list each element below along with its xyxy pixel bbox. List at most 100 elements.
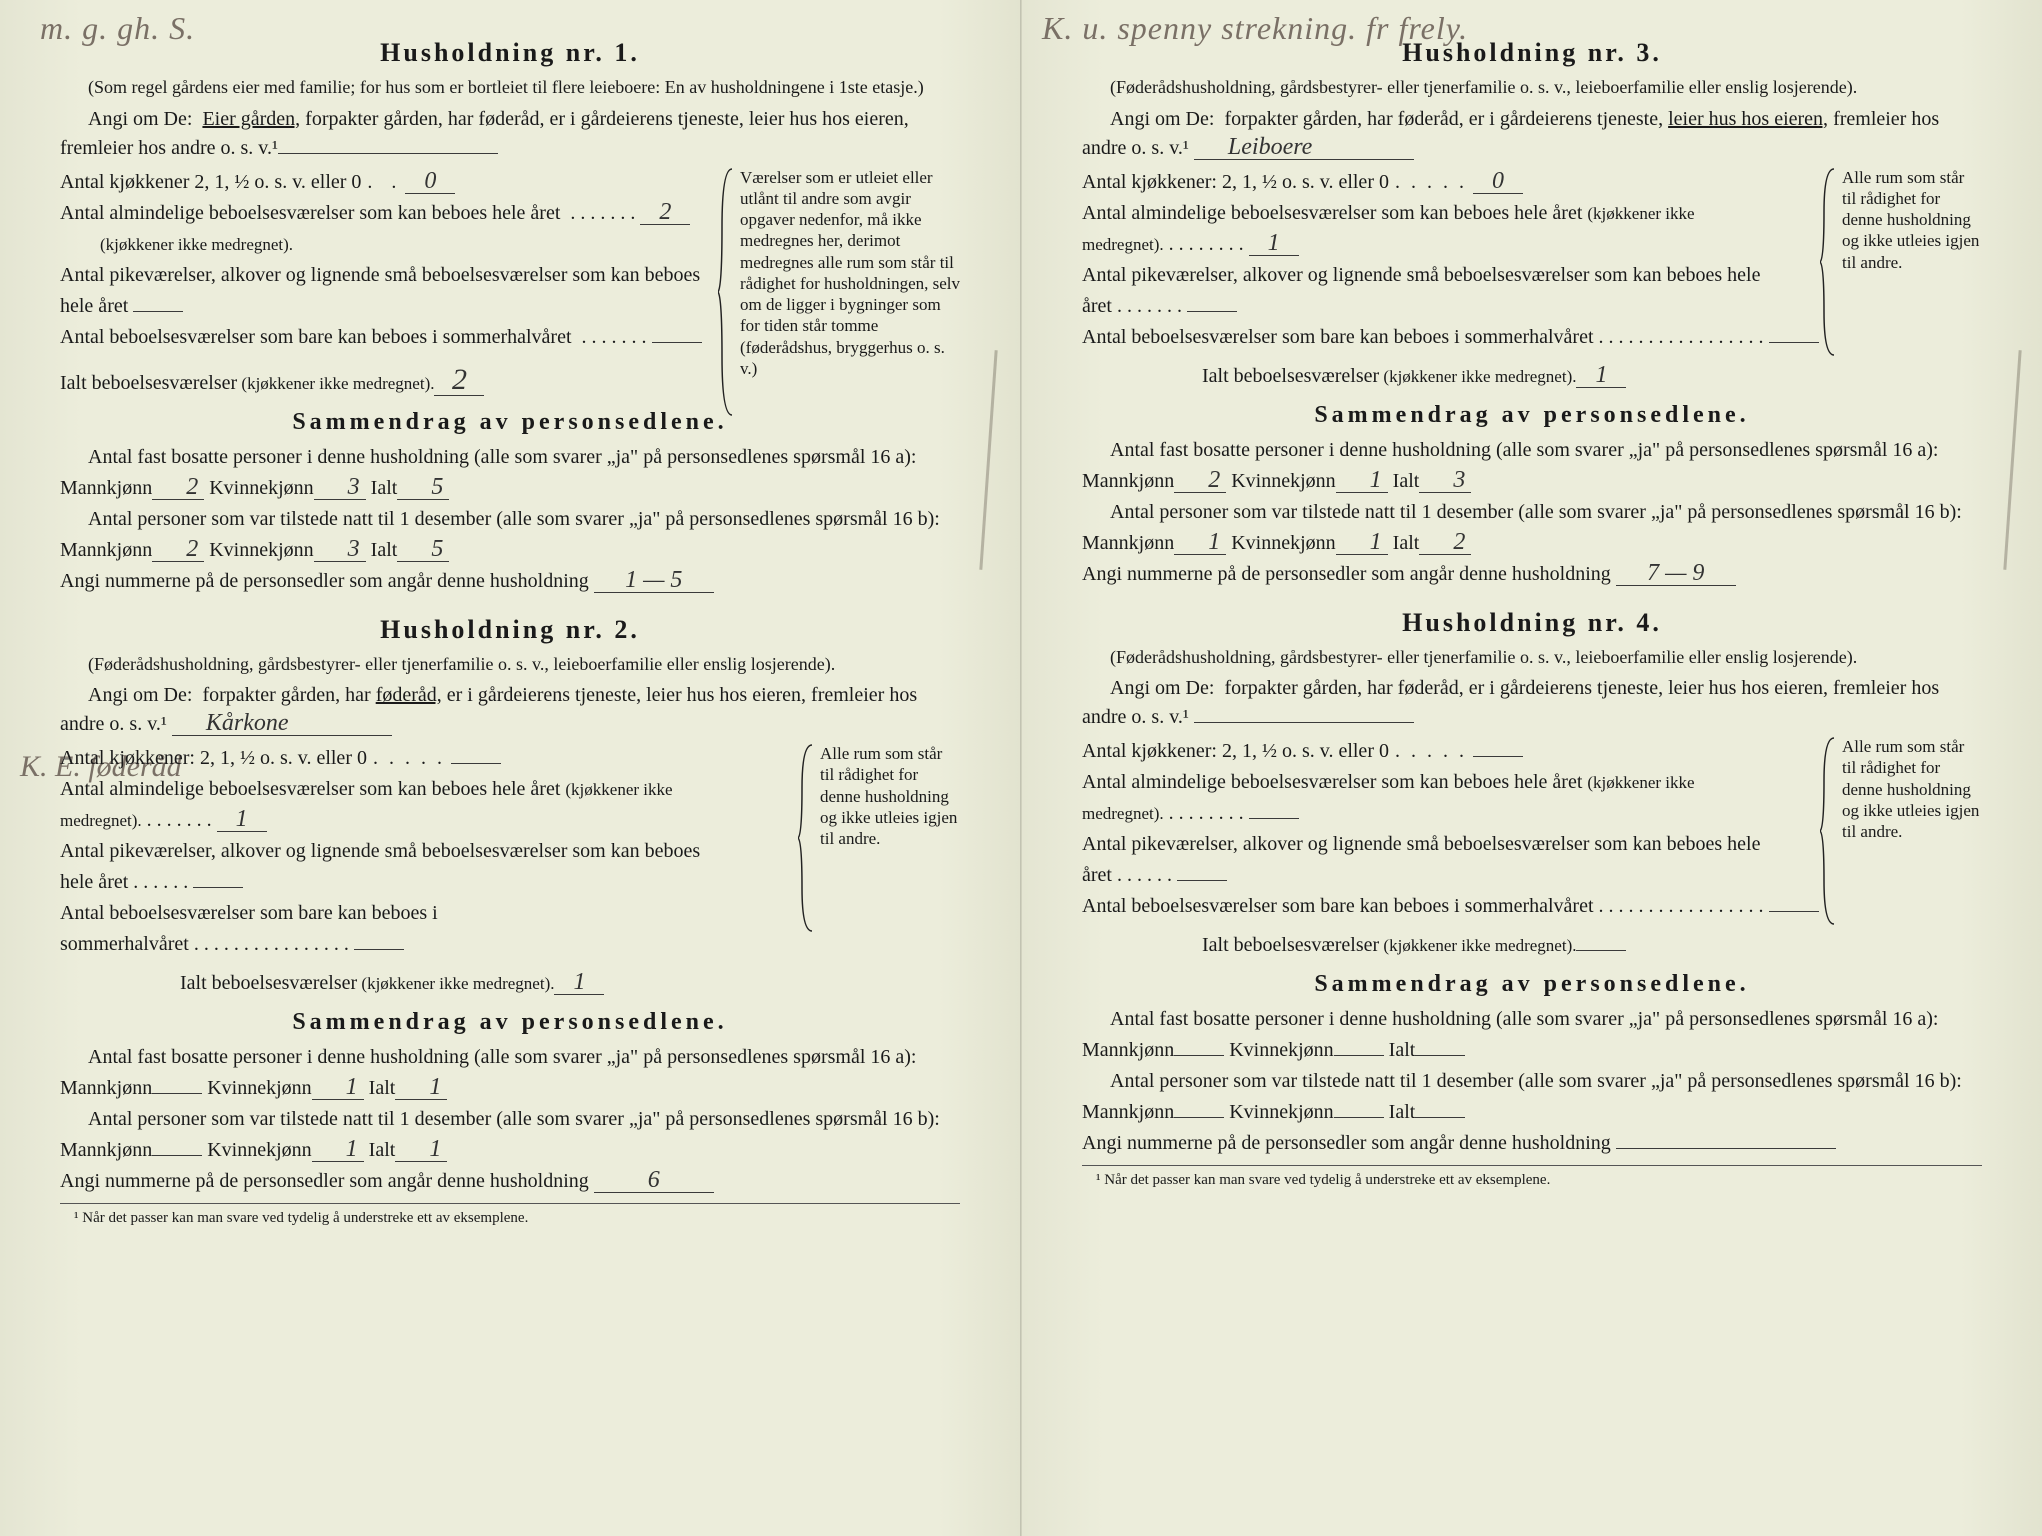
h3-angi: Angi om De: forpakter gården, har føderå… [1082,105,1982,163]
h4-sommer-value [1769,911,1819,912]
h2-kjokken-value [451,763,501,764]
h3-rooms-block: Antal kjøkkener: 2, 1, ½ o. s. v. eller … [1082,167,1982,392]
h3-angi-value: Leiboere [1194,135,1414,160]
kjokken-label: Antal kjøkkener: 2, 1, ½ o. s. v. eller … [60,743,367,774]
h4-16a-m [1174,1055,1224,1056]
h4-pike-row: Antal pikeværelser, alkover og lignende … [1082,829,1822,891]
h4-16a-k [1334,1055,1384,1056]
h2-q16b: Antal personer som var tilstede natt til… [60,1104,960,1166]
ialt-beb-label: Ialt beboelsesværelser [60,368,237,399]
h3-kjokken-row: Antal kjøkkener: 2, 1, ½ o. s. v. eller … [1082,167,1822,198]
h2-16b-i: 1 [395,1137,447,1162]
kvinne-label: Kvinnekjønn [207,1139,311,1161]
brace-icon [798,743,816,933]
dots: . . . . . [367,743,451,774]
h3-note: (Føderådshusholdning, gårdsbestyrer- ell… [1082,76,1982,99]
h3-alm-row: Antal almindelige beboelsesværelser som … [1082,198,1822,260]
h1-angi-value [278,153,498,154]
ialt-beb-label: Ialt beboelsesværelser [180,968,357,999]
h4-sommer-row: Antal beboelsesværelser som bare kan beb… [1082,891,1822,922]
sidenote-short-text: Alle rum som står til rådighet for denne… [1842,168,1979,272]
h4-sammendrag-title: Sammendrag av personsedlene. [1082,971,1982,998]
h3-16a-m: 2 [1174,468,1226,493]
divider [60,1203,960,1204]
pencil-mark [979,350,997,570]
tilstede-label: Antal personer som var tilstede natt til… [88,1108,940,1130]
h1-ialt-value: 2 [434,365,484,396]
sidenote-long-text: Værelser som er utleiet eller utlånt til… [740,168,960,378]
h1-16a-i: 5 [397,475,449,500]
h1-sommer-value [652,342,702,343]
ialt-label: Ialt [369,1077,396,1099]
h3-nummerne-value: 7 — 9 [1616,561,1736,586]
h3-16b-m: 1 [1174,530,1226,555]
tilstede-label: Antal personer som var tilstede natt til… [88,508,940,530]
h1-alm-row: Antal almindelige beboelsesværelser som … [60,198,720,260]
h3-pike-row: Antal pikeværelser, alkover og lignende … [1082,260,1822,322]
h4-kjokken-value [1473,756,1523,757]
h3-alm-value: 1 [1249,231,1299,256]
angi-label: Angi om De: [88,684,192,706]
mann-label: Mannkjønn [1082,1039,1174,1061]
h1-nummerne: Angi nummerne på de personsedler som ang… [60,566,960,597]
h3-nummerne: Angi nummerne på de personsedler som ang… [1082,559,1982,590]
h2-nummerne-value: 6 [594,1168,714,1193]
h2-16b-m [152,1155,202,1156]
sommer-label: Antal beboelsesværelser som bare kan beb… [1082,895,1594,917]
h3-q16a: Antal fast bosatte personer i denne hush… [1082,435,1982,497]
h3-kjokken-value: 0 [1473,169,1523,194]
brace-icon [1820,167,1838,357]
alm-label: Antal almindelige beboelsesværelser som … [60,202,560,224]
kjokk-note: (kjøkkener ikke medregnet). [60,235,293,254]
mann-label: Mannkjønn [1082,1101,1174,1123]
h4-note: (Føderådshusholdning, gårdsbestyrer- ell… [1082,646,1982,669]
h2-sammendrag-title: Sammendrag av personsedlene. [60,1009,960,1036]
h3-ialt-value: 1 [1576,363,1626,388]
mann-label: Mannkjønn [60,477,152,499]
h1-kjokken-value: 0 [405,169,455,194]
nummerne-label: Angi nummerne på de personsedler som ang… [1082,563,1611,585]
h4-nummerne-value [1616,1148,1836,1149]
h2-16a-m [152,1093,202,1094]
mann-label: Mannkjønn [1082,532,1174,554]
h1-note: (Som regel gårdens eier med familie; for… [60,76,960,99]
h2-sommer-row: Antal beboelsesværelser som bare kan beb… [60,898,720,960]
ialt-label: Ialt [1393,470,1420,492]
divider [1082,1165,1982,1166]
ialt-label: Ialt [1389,1039,1416,1061]
fast-bosatte-label: Antal fast bosatte personer i denne hush… [88,446,917,468]
h4-title: Husholdning nr. 4. [1082,608,1982,638]
kvinne-label: Kvinnekjønn [209,477,313,499]
h2-16b-k: 1 [312,1137,364,1162]
h2-angi-underline: føderåd, [376,684,442,706]
h1-16b-k: 3 [314,537,366,562]
h4-q16a: Antal fast bosatte personer i denne hush… [1082,1004,1982,1066]
sommer-label: Antal beboelsesværelser som bare kan beb… [60,326,572,348]
h2-q16a: Antal fast bosatte personer i denne hush… [60,1042,960,1104]
h4-sidenote: Alle rum som står til rådighet for denne… [1842,736,1982,926]
h4-16a-i [1415,1055,1465,1056]
kvinne-label: Kvinnekjønn [207,1077,311,1099]
h2-pike-row: Antal pikeværelser, alkover og lignende … [60,836,720,898]
ialt-label: Ialt [1389,1101,1416,1123]
h3-sommer-value [1769,342,1819,343]
h1-sidenote: Værelser som er utleiet eller utlånt til… [740,167,960,417]
h4-ialt-row: Ialt beboelsesværelser (kjøkkener ikke m… [1082,930,1822,961]
h4-nummerne: Angi nummerne på de personsedler som ang… [1082,1128,1982,1159]
h4-16b-k [1334,1117,1384,1118]
h2-16a-i: 1 [395,1075,447,1100]
fast-bosatte-label: Antal fast bosatte personer i denne hush… [1110,1008,1939,1030]
h3-pike-value [1187,311,1237,312]
h1-angi: Angi om De: Eier gården, forpakter gårde… [60,105,960,163]
h2-alm-row: Antal almindelige beboelsesværelser som … [60,774,720,836]
h1-title: Husholdning nr. 1. [60,38,960,68]
h4-alm-value [1249,818,1299,819]
h1-q16a: Antal fast bosatte personer i denne hush… [60,442,960,504]
kvinne-label: Kvinnekjønn [209,539,313,561]
mann-label: Mannkjønn [60,1139,152,1161]
h4-kjokken-row: Antal kjøkkener: 2, 1, ½ o. s. v. eller … [1082,736,1822,767]
h2-sidenote: Alle rum som står til rådighet for denne… [820,743,960,933]
h1-rooms-block: Antal kjøkkener 2, 1, ½ o. s. v. eller 0… [60,167,960,399]
h2-alm-value: 1 [217,807,267,832]
h2-sommer-value [354,949,404,950]
